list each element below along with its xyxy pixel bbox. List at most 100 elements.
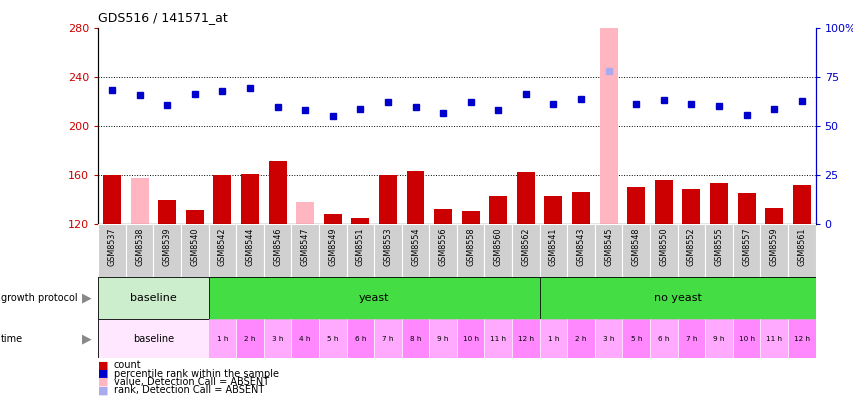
Text: GSM8543: GSM8543 xyxy=(576,227,585,266)
Text: ■: ■ xyxy=(98,385,108,396)
Bar xyxy=(208,224,236,277)
Text: 5 h: 5 h xyxy=(630,335,641,342)
Text: 8 h: 8 h xyxy=(409,335,421,342)
Bar xyxy=(654,180,672,224)
Bar xyxy=(484,319,512,358)
Text: 5 h: 5 h xyxy=(327,335,338,342)
Text: GSM8539: GSM8539 xyxy=(162,227,171,266)
Bar xyxy=(456,319,484,358)
Bar xyxy=(346,224,374,277)
Bar xyxy=(236,319,264,358)
Text: 3 h: 3 h xyxy=(602,335,613,342)
Bar xyxy=(264,224,291,277)
Bar xyxy=(489,196,507,224)
Bar xyxy=(351,218,368,224)
Bar xyxy=(787,224,815,277)
Bar xyxy=(374,319,401,358)
Text: GSM8548: GSM8548 xyxy=(631,227,640,266)
Text: 9 h: 9 h xyxy=(712,335,724,342)
Text: GSM8542: GSM8542 xyxy=(218,227,227,266)
Text: GSM8540: GSM8540 xyxy=(190,227,199,266)
Bar xyxy=(544,196,562,224)
Bar xyxy=(323,214,341,224)
Text: GSM8551: GSM8551 xyxy=(356,227,364,266)
Bar xyxy=(516,172,534,224)
Bar xyxy=(732,319,759,358)
Text: 10 h: 10 h xyxy=(462,335,479,342)
Bar xyxy=(264,319,291,358)
Bar xyxy=(461,211,479,224)
Bar xyxy=(98,319,208,358)
Text: 2 h: 2 h xyxy=(244,335,255,342)
Text: 3 h: 3 h xyxy=(271,335,283,342)
Bar xyxy=(539,224,566,277)
Text: GSM8537: GSM8537 xyxy=(107,227,116,266)
Bar xyxy=(599,28,617,224)
Text: GSM8549: GSM8549 xyxy=(328,227,337,266)
Bar xyxy=(98,224,125,277)
Bar xyxy=(705,319,732,358)
Bar xyxy=(401,224,429,277)
Bar xyxy=(759,319,787,358)
Text: 1 h: 1 h xyxy=(547,335,559,342)
Text: 2 h: 2 h xyxy=(575,335,586,342)
Bar xyxy=(709,183,727,224)
Bar xyxy=(539,277,815,319)
Bar xyxy=(566,319,595,358)
Bar xyxy=(186,210,204,224)
Text: count: count xyxy=(113,360,141,370)
Bar xyxy=(484,224,512,277)
Bar xyxy=(268,161,286,224)
Bar xyxy=(676,224,705,277)
Bar xyxy=(406,171,424,224)
Text: GSM8559: GSM8559 xyxy=(769,227,778,266)
Text: GSM8541: GSM8541 xyxy=(548,227,557,266)
Text: GDS516 / 141571_at: GDS516 / 141571_at xyxy=(98,11,228,24)
Text: percentile rank within the sample: percentile rank within the sample xyxy=(113,369,278,379)
Text: GSM8552: GSM8552 xyxy=(686,227,695,266)
Text: GSM8544: GSM8544 xyxy=(245,227,254,266)
Text: 7 h: 7 h xyxy=(382,335,393,342)
Text: yeast: yeast xyxy=(358,293,389,303)
Text: value, Detection Call = ABSENT: value, Detection Call = ABSENT xyxy=(113,377,269,387)
Bar xyxy=(595,319,622,358)
Text: 11 h: 11 h xyxy=(765,335,781,342)
Text: 6 h: 6 h xyxy=(354,335,366,342)
Bar xyxy=(649,224,676,277)
Bar xyxy=(103,175,121,224)
Bar xyxy=(429,224,456,277)
Bar xyxy=(213,175,231,224)
Bar xyxy=(626,187,644,224)
Bar xyxy=(98,277,208,319)
Bar xyxy=(346,319,374,358)
Bar xyxy=(787,319,815,358)
Text: growth protocol: growth protocol xyxy=(1,293,78,303)
Text: baseline: baseline xyxy=(133,333,174,344)
Bar xyxy=(291,319,318,358)
Text: GSM8554: GSM8554 xyxy=(410,227,420,266)
Text: 10 h: 10 h xyxy=(738,335,754,342)
Bar xyxy=(649,319,676,358)
Text: GSM8545: GSM8545 xyxy=(603,227,612,266)
Bar xyxy=(154,224,181,277)
Text: GSM8560: GSM8560 xyxy=(493,227,502,266)
Text: GSM8558: GSM8558 xyxy=(466,227,474,266)
Text: ■: ■ xyxy=(98,360,108,370)
Bar xyxy=(236,224,264,277)
Bar xyxy=(705,224,732,277)
Text: GSM8561: GSM8561 xyxy=(797,227,805,266)
Bar xyxy=(622,224,649,277)
Bar xyxy=(572,192,589,224)
Bar xyxy=(429,319,456,358)
Bar xyxy=(433,209,451,224)
Bar xyxy=(792,185,809,224)
Bar xyxy=(291,224,318,277)
Text: GSM8547: GSM8547 xyxy=(300,227,310,266)
Text: GSM8550: GSM8550 xyxy=(659,227,668,266)
Bar xyxy=(539,319,566,358)
Text: 12 h: 12 h xyxy=(792,335,809,342)
Bar xyxy=(318,319,346,358)
Bar xyxy=(456,224,484,277)
Bar xyxy=(379,175,397,224)
Bar xyxy=(208,319,236,358)
